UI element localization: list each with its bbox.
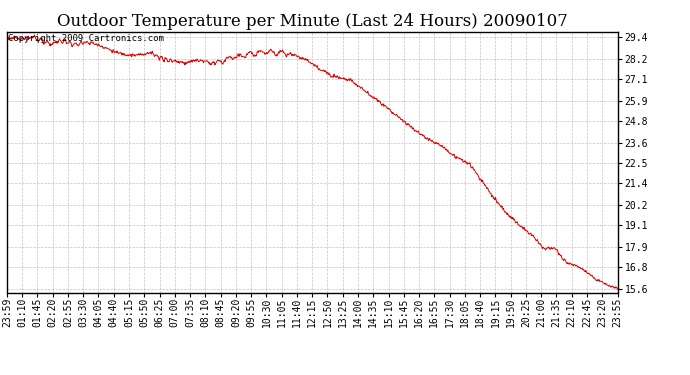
Title: Outdoor Temperature per Minute (Last 24 Hours) 20090107: Outdoor Temperature per Minute (Last 24 … — [57, 13, 568, 30]
Text: Copyright 2009 Cartronics.com: Copyright 2009 Cartronics.com — [8, 34, 164, 44]
